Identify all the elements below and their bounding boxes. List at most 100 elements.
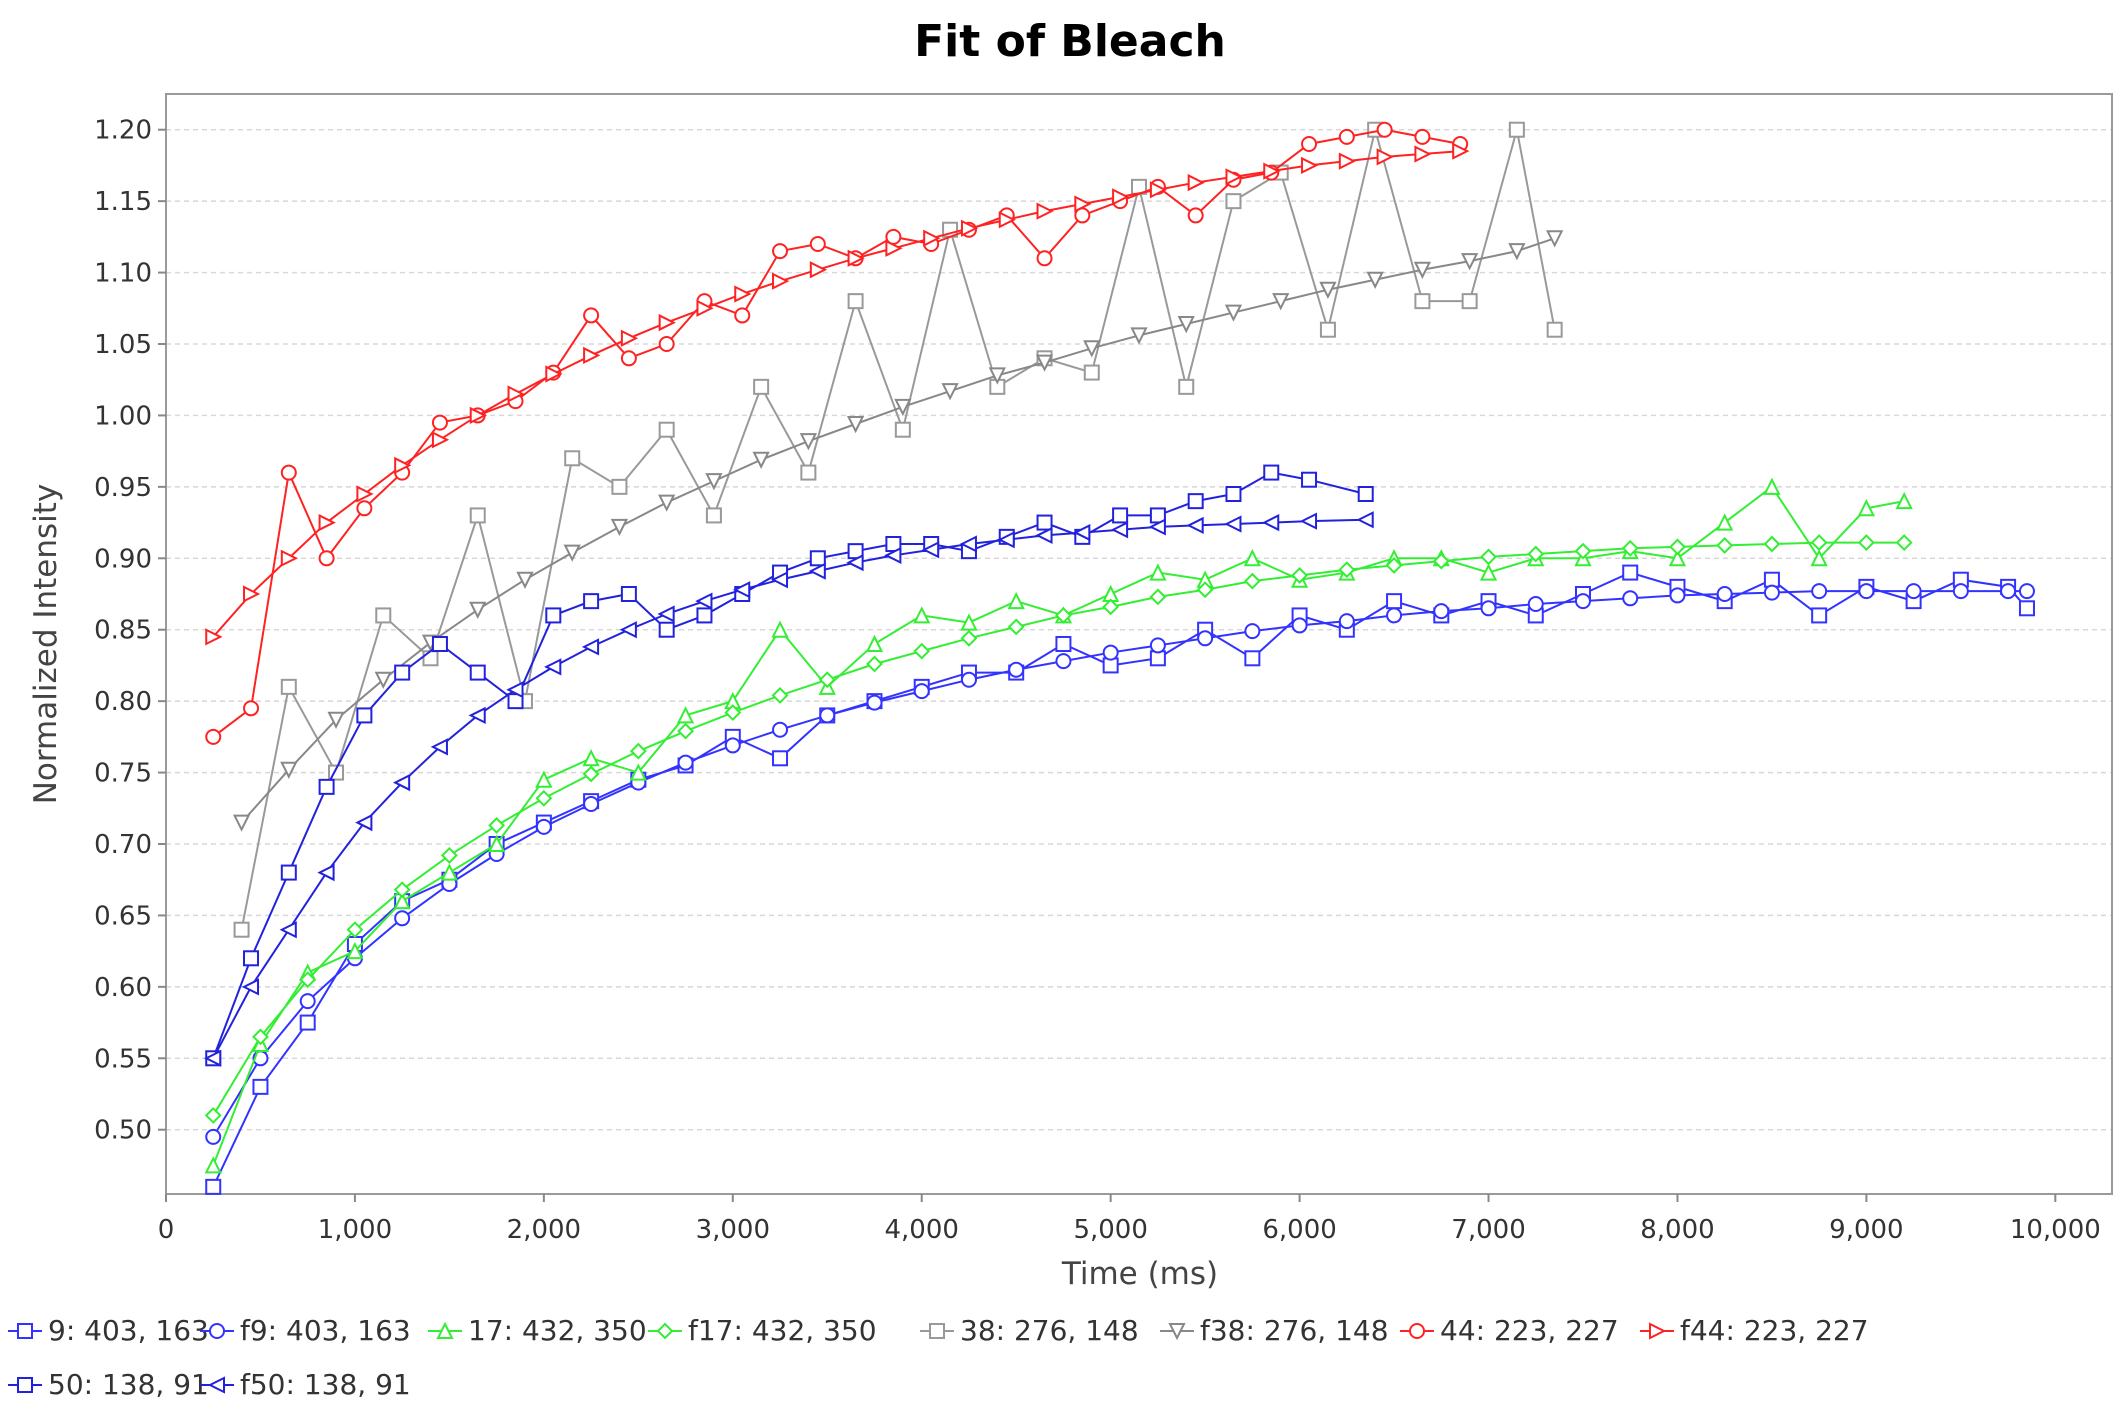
data-point xyxy=(1461,253,1479,271)
data-point xyxy=(393,891,411,910)
data-point xyxy=(1243,572,1261,590)
data-point xyxy=(2018,583,2035,600)
data-point xyxy=(1338,613,1355,630)
data-point xyxy=(734,307,751,324)
data-point xyxy=(469,601,487,619)
legend-swatch-marker xyxy=(207,1376,225,1394)
data-point xyxy=(583,796,600,812)
x-axis-title: Time (ms) xyxy=(1061,1256,1218,1292)
data-point xyxy=(252,1078,269,1095)
legend-item[interactable]: 50: 138, 91 xyxy=(8,1368,209,1401)
legend-swatch-marker xyxy=(656,1322,674,1340)
data-point xyxy=(885,239,903,257)
data-point xyxy=(734,285,752,303)
data-point xyxy=(205,728,222,745)
legend-swatch-marker xyxy=(209,1323,225,1339)
data-point xyxy=(1432,552,1450,570)
data-point xyxy=(1055,653,1072,670)
data-point xyxy=(894,421,911,438)
data-point xyxy=(241,978,260,996)
series-fit-5 xyxy=(232,230,1564,832)
legend-item[interactable]: 9: 403, 163 xyxy=(8,1314,209,1347)
data-point xyxy=(818,671,836,689)
data-point xyxy=(564,450,581,467)
legend-item[interactable]: 44: 223, 227 xyxy=(1400,1314,1619,1347)
data-point xyxy=(1225,486,1242,502)
data-point xyxy=(771,687,789,704)
data-point xyxy=(1716,513,1734,531)
y-tick-label: 0.50 xyxy=(94,1116,152,1146)
x-tick-label: 8,000 xyxy=(1640,1215,1714,1245)
data-point xyxy=(356,707,373,724)
legend-swatch-marker xyxy=(17,1377,33,1393)
data-point xyxy=(1149,181,1168,199)
legend-label: f44: 223, 227 xyxy=(1680,1314,1869,1347)
data-point xyxy=(1036,250,1053,267)
legend-item[interactable]: f9: 403, 163 xyxy=(200,1314,411,1347)
data-point xyxy=(243,585,261,603)
series-line xyxy=(212,150,1461,638)
data-point xyxy=(1035,526,1053,545)
data-point xyxy=(913,683,930,700)
x-tick-label: 3,000 xyxy=(696,1215,770,1245)
legend-item[interactable]: 38: 276, 148 xyxy=(920,1314,1139,1347)
data-point xyxy=(1301,156,1319,175)
legend-swatch-marker xyxy=(1409,1323,1425,1339)
y-tick-label: 0.60 xyxy=(94,973,152,1003)
series-line xyxy=(212,541,1905,1116)
data-point xyxy=(1527,596,1544,612)
data-point xyxy=(809,261,828,279)
data-point xyxy=(583,593,600,610)
legend-label: 17: 432, 350 xyxy=(468,1314,647,1347)
data-point xyxy=(1291,617,1308,634)
data-point xyxy=(846,553,864,572)
data-point xyxy=(1110,521,1129,539)
data-point xyxy=(431,636,448,652)
series-fit-7 xyxy=(205,142,1470,646)
data-point xyxy=(205,1128,222,1145)
data-point xyxy=(1187,493,1204,510)
data-point xyxy=(280,464,297,481)
y-axis-title: Normalized Intensity xyxy=(28,484,64,805)
data-point xyxy=(1263,464,1280,481)
x-tick-label: 9,000 xyxy=(1829,1215,1903,1245)
legend-item[interactable]: f38: 276, 148 xyxy=(1160,1314,1389,1347)
data-point xyxy=(1895,534,1913,551)
data-point xyxy=(1035,354,1054,372)
data-point xyxy=(1148,518,1166,536)
data-point xyxy=(299,993,316,1010)
data-point xyxy=(545,365,563,383)
data-point xyxy=(1508,121,1525,138)
y-tick-label: 0.80 xyxy=(94,687,152,717)
legend-swatch-marker xyxy=(17,1323,33,1339)
data-point xyxy=(1196,581,1214,599)
data-point xyxy=(1272,293,1290,311)
data-point xyxy=(1338,561,1356,579)
data-point xyxy=(279,921,297,939)
legend-swatch-marker xyxy=(1168,1323,1186,1341)
legend-item[interactable]: f50: 138, 91 xyxy=(200,1368,411,1401)
data-point xyxy=(356,485,374,503)
data-point xyxy=(866,655,883,673)
data-point xyxy=(696,299,714,317)
data-point xyxy=(610,518,629,537)
data-point xyxy=(1574,542,1592,560)
data-point xyxy=(280,864,297,881)
legend-item[interactable]: f44: 223, 227 xyxy=(1640,1314,1869,1347)
data-point xyxy=(507,385,525,403)
y-tick-label: 1.15 xyxy=(94,187,152,217)
data-point xyxy=(1386,607,1403,624)
data-point xyxy=(203,1049,222,1067)
data-point xyxy=(1112,188,1130,206)
data-point xyxy=(280,761,298,779)
data-point xyxy=(1452,142,1470,160)
legend-item[interactable]: 17: 432, 350 xyxy=(428,1314,647,1347)
legend-item[interactable]: f17: 432, 350 xyxy=(648,1314,877,1347)
data-point xyxy=(1895,491,1913,510)
data-point xyxy=(1376,121,1393,138)
series-line xyxy=(212,518,1366,1059)
data-point xyxy=(2018,600,2035,617)
y-tick-label: 1.20 xyxy=(94,116,152,146)
data-point xyxy=(582,749,600,767)
data-point xyxy=(327,711,345,729)
